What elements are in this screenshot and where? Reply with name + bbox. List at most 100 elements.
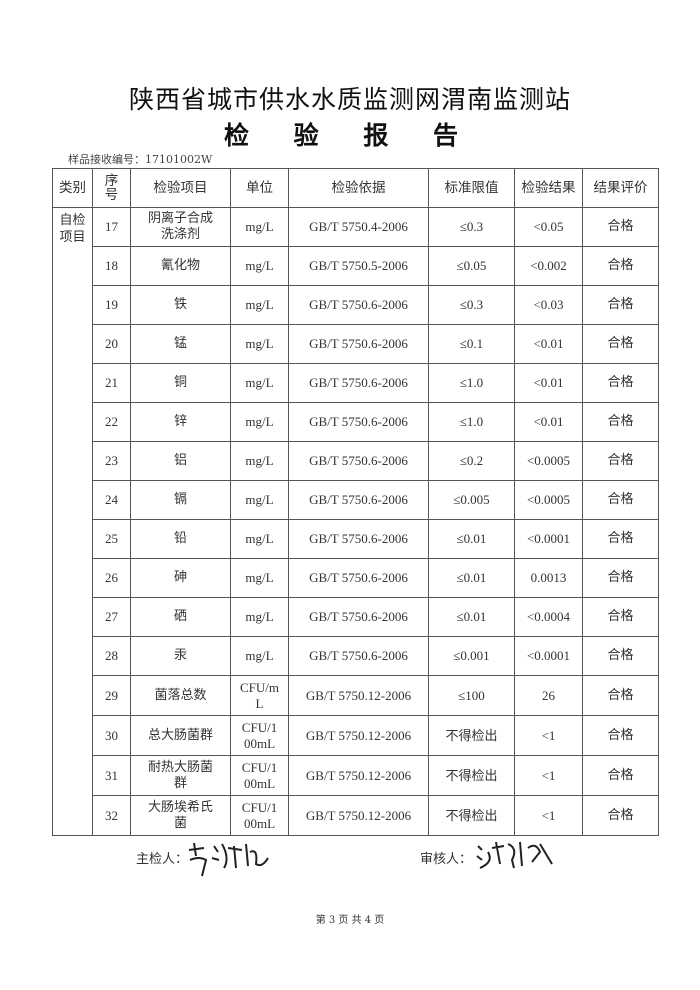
table-row: 31 耐热大肠菌群 CFU/100mL GB/T 5750.12-2006 不得检出 <1…: [53, 755, 659, 796]
row-number-cell: 23: [92, 441, 131, 481]
page-number: 第 3 页 共 4 页: [315, 915, 385, 926]
unit-cell: CFU/100mL: [230, 715, 289, 756]
test-result-cell: 0.0013: [514, 558, 583, 598]
test-item-cell: 铁: [130, 285, 231, 325]
test-result-cell: <0.0001: [514, 636, 583, 676]
test-method-cell: GB/T 5750.6-2006: [288, 480, 429, 520]
standard-limit-cell: 不得检出: [428, 715, 515, 756]
test-result-cell: <0.0001: [514, 519, 583, 559]
test-method-cell: GB/T 5750.6-2006: [288, 402, 429, 442]
test-method-cell: GB/T 5750.6-2006: [288, 363, 429, 403]
table-row: 27 硒 mg/L GB/T 5750.6-2006 ≤0.01 <0.0004 合格: [53, 597, 659, 637]
test-result-cell: <0.01: [514, 324, 583, 364]
row-number-cell: 27: [92, 597, 131, 637]
table-row: 21 铜 mg/L GB/T 5750.6-2006 ≤1.0 <0.01 合格: [53, 363, 659, 403]
evaluation-cell: 合格: [582, 597, 659, 637]
table-row: 26 砷 mg/L GB/T 5750.6-2006 ≤0.01 0.0013 合格: [53, 558, 659, 598]
table-row: 24 镉 mg/L GB/T 5750.6-2006 ≤0.005 <0.0005 合格: [53, 480, 659, 520]
evaluation-cell: 合格: [582, 441, 659, 481]
table-row: 32 大肠埃希氏菌 CFU/100mL GB/T 5750.12-2006 不得检出 <1…: [53, 795, 659, 836]
header-unit: 单位: [230, 168, 289, 208]
inspector-signature-block: 主检人：: [136, 842, 269, 877]
unit-cell: mg/L: [230, 324, 289, 364]
test-result-cell: <1: [514, 795, 583, 836]
row-number-cell: 18: [92, 246, 131, 286]
test-item-cell: 砷: [130, 558, 231, 598]
standard-limit-cell: ≤0.01: [428, 597, 515, 637]
test-method-cell: GB/T 5750.12-2006: [288, 675, 429, 716]
reviewer-label: 审核人：: [420, 852, 473, 867]
test-method-cell: GB/T 5750.6-2006: [288, 441, 429, 481]
table-row: 18 氰化物 mg/L GB/T 5750.5-2006 ≤0.05 <0.002 合格: [53, 246, 659, 286]
evaluation-cell: 合格: [582, 285, 659, 325]
test-method-cell: GB/T 5750.6-2006: [288, 636, 429, 676]
table-row: 25 铅 mg/L GB/T 5750.6-2006 ≤0.01 <0.0001 合格: [53, 519, 659, 559]
test-result-cell: <0.0005: [514, 480, 583, 520]
test-item-cell: 硒: [130, 597, 231, 637]
standard-limit-cell: ≤100: [428, 675, 515, 716]
test-result-cell: <0.0005: [514, 441, 583, 481]
standard-limit-cell: ≤0.01: [428, 519, 515, 559]
table-row: 19 铁 mg/L GB/T 5750.6-2006 ≤0.3 <0.03 合格: [53, 285, 659, 325]
unit-cell: CFU/100mL: [230, 755, 289, 796]
table-row: 30 总大肠菌群 CFU/100mL GB/T 5750.12-2006 不得检出 <1 合…: [53, 715, 659, 756]
test-item-cell: 总大肠菌群: [130, 715, 231, 756]
test-method-cell: GB/T 5750.4-2006: [288, 207, 429, 247]
row-number-cell: 22: [92, 402, 131, 442]
standard-limit-cell: ≤0.001: [428, 636, 515, 676]
header-evaluation: 结果评价: [582, 168, 659, 208]
header-result: 检验结果: [514, 168, 583, 208]
unit-cell: CFU/mL: [230, 675, 289, 716]
results-table: 类别 序号 检验项目 单位 检验依据 标准限值 检验结果 结果评价 自检项目 17…: [52, 168, 659, 836]
test-method-cell: GB/T 5750.12-2006: [288, 755, 429, 796]
evaluation-cell: 合格: [582, 755, 659, 796]
unit-cell: mg/L: [230, 363, 289, 403]
table-row: 自检项目 17 阴离子合成洗涤剂 mg/L GB/T 5750.4-2006 ≤0.3 <0…: [52, 207, 659, 836]
row-number-cell: 20: [92, 324, 131, 364]
test-result-cell: 26: [514, 675, 583, 716]
unit-cell: mg/L: [230, 402, 289, 442]
test-item-cell: 阴离子合成洗涤剂: [130, 207, 231, 247]
test-item-cell: 大肠埃希氏菌: [130, 795, 231, 836]
unit-cell: mg/L: [230, 558, 289, 598]
header-limit: 标准限值: [428, 168, 515, 208]
evaluation-cell: 合格: [582, 715, 659, 756]
test-method-cell: GB/T 5750.6-2006: [288, 597, 429, 637]
test-result-cell: <1: [514, 715, 583, 756]
test-method-cell: GB/T 5750.6-2006: [288, 324, 429, 364]
evaluation-cell: 合格: [582, 636, 659, 676]
test-item-cell: 锰: [130, 324, 231, 364]
standard-limit-cell: ≤0.3: [428, 285, 515, 325]
standard-limit-cell: 不得检出: [428, 755, 515, 796]
test-result-cell: <0.002: [514, 246, 583, 286]
row-number-cell: 19: [92, 285, 131, 325]
test-method-cell: GB/T 5750.6-2006: [288, 519, 429, 559]
evaluation-cell: 合格: [582, 402, 659, 442]
test-result-cell: <0.0004: [514, 597, 583, 637]
unit-cell: mg/L: [230, 519, 289, 559]
header-number: 序号: [92, 168, 131, 208]
table-row: 29 菌落总数 CFU/mL GB/T 5750.12-2006 ≤100 26 合格: [53, 675, 659, 716]
unit-cell: mg/L: [230, 441, 289, 481]
row-number-cell: 28: [92, 636, 131, 676]
row-number-cell: 21: [92, 363, 131, 403]
test-item-cell: 锌: [130, 402, 231, 442]
table-row: 20 锰 mg/L GB/T 5750.6-2006 ≤0.1 <0.01 合格: [53, 324, 659, 364]
report-title: 检 验 报 告: [223, 121, 477, 150]
table-row: 28 汞 mg/L GB/T 5750.6-2006 ≤0.001 <0.0001 合格: [53, 636, 659, 676]
reviewer-signature-block: 审核人：: [420, 841, 553, 869]
row-number-cell: 17: [92, 207, 131, 247]
row-number-cell: 26: [92, 558, 131, 598]
test-item-cell: 铝: [130, 441, 231, 481]
row-number-cell: 30: [92, 715, 131, 756]
row-number-cell: 25: [92, 519, 131, 559]
inspector-label: 主检人：: [136, 852, 189, 867]
header-method: 检验依据: [288, 168, 429, 208]
test-item-cell: 铜: [130, 363, 231, 403]
standard-limit-cell: ≤0.2: [428, 441, 515, 481]
sample-number: 样品接收编号：17101002W: [68, 153, 213, 166]
unit-cell: mg/L: [230, 285, 289, 325]
test-item-cell: 耐热大肠菌群: [130, 755, 231, 796]
table-header-row: 类别 序号 检验项目 单位 检验依据 标准限值 检验结果 结果评价: [52, 168, 659, 208]
row-number-cell: 24: [92, 480, 131, 520]
